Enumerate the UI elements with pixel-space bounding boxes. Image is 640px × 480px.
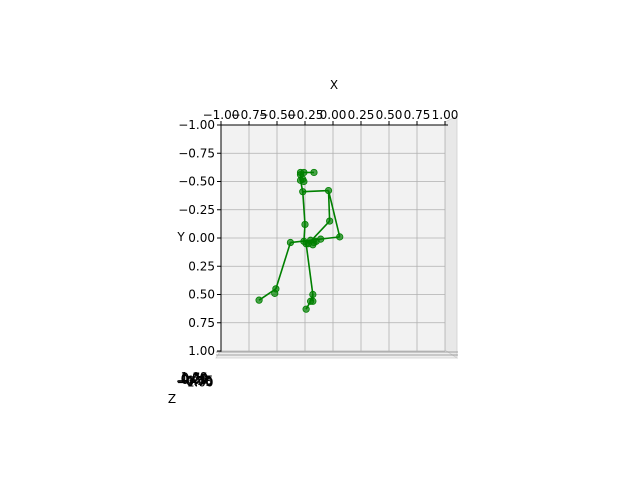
joint-point-24	[309, 290, 317, 299]
joint-point-10	[326, 217, 334, 225]
y-tick-label-0: −1.00	[178, 118, 215, 132]
z-ticks: 1.000.750.500.250.00−0.25−0.50−0.75−1.00	[176, 370, 214, 390]
joint-point-22	[271, 289, 279, 297]
z-tick-label-8: −1.00	[177, 376, 214, 390]
edge-3	[302, 189, 329, 193]
joint-point-19	[317, 235, 325, 243]
joint-point-11	[336, 233, 344, 241]
x-tick-label-5: 0.25	[348, 108, 375, 122]
x-tick-label-2: −0.50	[259, 108, 296, 122]
joint-point-8	[324, 186, 333, 195]
x-tick-label-3: −0.25	[287, 108, 324, 122]
x-tick-label-6: 0.50	[376, 108, 403, 122]
y-tick-label-8: 1.00	[188, 344, 215, 358]
y-tick-label-4: 0.00	[188, 231, 215, 245]
x-axis-label: X	[330, 78, 338, 92]
x-tick-label-8: 1.00	[432, 108, 459, 122]
joint-point-23	[255, 296, 263, 304]
joint-point-6	[300, 177, 308, 186]
y-tick-label-3: −0.25	[178, 203, 215, 217]
joint-point-20	[286, 238, 295, 247]
back-pane-right	[444, 115, 458, 359]
x-tick-label-0: −1.00	[203, 108, 240, 122]
y-tick-label-2: −0.50	[178, 175, 215, 189]
joint-point-27	[302, 305, 310, 313]
skeleton-joints	[255, 168, 344, 313]
x-tick-label-1: −0.75	[231, 108, 268, 122]
joint-point-26	[306, 297, 315, 305]
axis-edges	[216, 124, 458, 356]
y-tick-label-7: 0.75	[188, 316, 215, 330]
x-tick-label-7: 0.75	[404, 108, 431, 122]
y-tick-label-1: −0.75	[178, 146, 215, 160]
z-axis-label: Z	[168, 392, 176, 406]
z-tick-label-5: −0.25	[177, 374, 214, 388]
y-tick-label-6: 0.50	[188, 288, 215, 302]
y-axis-label: Y	[176, 230, 185, 244]
z-tick-label-3: 0.25	[181, 372, 208, 386]
z-tick-label-7: −0.75	[176, 375, 213, 389]
edge-15	[305, 243, 314, 295]
joint-point-7	[299, 188, 307, 196]
x-tick-label-4: 0.00	[320, 108, 347, 122]
edge-6	[327, 190, 341, 238]
y-tick-label-5: 0.25	[188, 259, 215, 273]
edge-7	[327, 190, 331, 222]
z-tick-label-4: 0.00	[181, 373, 208, 387]
z-tick-label-6: −0.50	[176, 374, 213, 388]
edge-4	[301, 191, 306, 225]
y-ticks: −1.00 −0.75 −0.50 −0.25 0.00 0.25 0.50 0.75 1.00	[178, 118, 221, 358]
z-tick-label-0: 1.00	[181, 370, 208, 384]
edge-10	[275, 242, 292, 290]
z-tick-label-2: 0.50	[182, 371, 209, 385]
joint-point-9	[301, 220, 309, 229]
x-ticks: −1.00−0.75−0.50−0.250.00 0.25 0.50 0.75 1.00	[203, 108, 459, 125]
z-tick-label-1: 0.75	[181, 371, 208, 385]
joint-point-16	[302, 240, 310, 248]
joint-point-18	[309, 241, 317, 249]
joint-point-2	[310, 168, 318, 177]
